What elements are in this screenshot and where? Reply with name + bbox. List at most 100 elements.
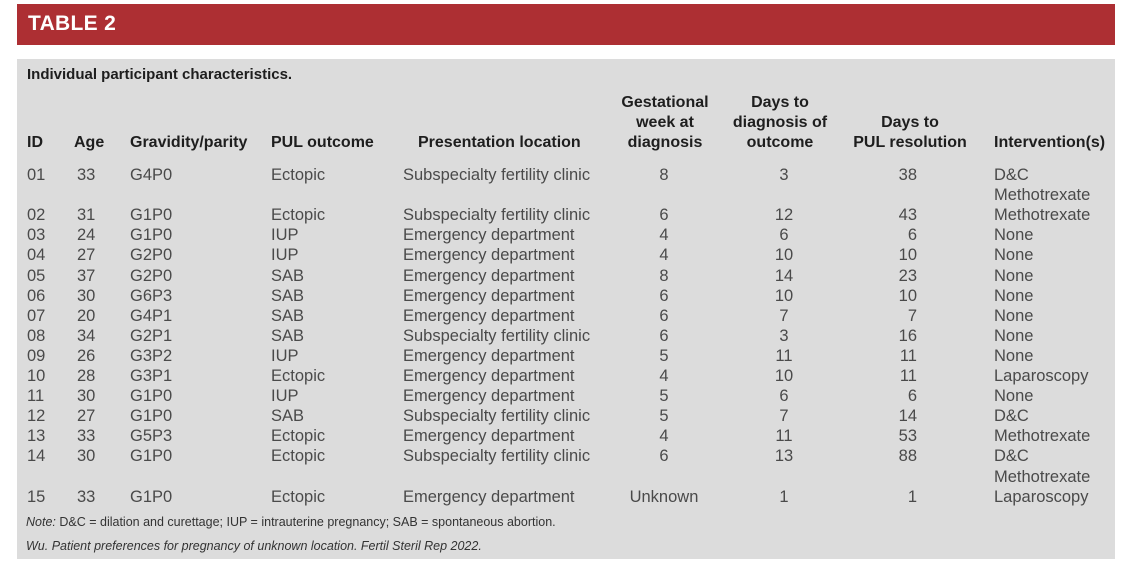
cell-location: Subspecialty fertility clinic: [403, 407, 591, 426]
cell-days-res: 23: [898, 266, 917, 285]
cell-days-dx: 10: [774, 367, 794, 385]
cell-gest: 6: [659, 447, 669, 466]
cell-gp: G3P1: [130, 367, 173, 385]
table-panel: Individual participant characteristics. …: [17, 59, 1115, 559]
cell-age: 20: [77, 306, 96, 325]
cell-age: 31: [77, 206, 96, 225]
cell-gp: G6P3: [130, 286, 173, 305]
cell-age: 37: [77, 266, 96, 285]
cell-outcome: Ectopic: [271, 367, 326, 385]
cell-gest: 8: [659, 166, 669, 184]
cell-location: Emergency department: [403, 346, 575, 365]
cell-location: Emergency department: [403, 427, 575, 446]
cell-gp: G2P1: [130, 326, 173, 345]
cell-gp: G1P0: [130, 206, 173, 225]
cell-age: 28: [77, 367, 96, 385]
cell-intervention: None: [994, 387, 1034, 406]
cell-intervention: None: [994, 306, 1034, 325]
cell-location: Emergency department: [403, 266, 575, 285]
cell-gest: 4: [659, 427, 669, 446]
cell-days-dx: 14: [774, 266, 794, 285]
cell-age: 24: [77, 226, 96, 245]
cell-intervention: Methotrexate: [994, 427, 1091, 446]
cell-days-res: 6: [907, 387, 917, 406]
cell-outcome: Ectopic: [271, 487, 326, 506]
header-gest-line1: Gestational: [621, 94, 709, 111]
cell-gp: G4P0: [130, 166, 173, 184]
cell-intervention: D&C: [994, 447, 1029, 466]
cell-days-dx: 7: [779, 306, 789, 325]
cell-id: 11: [27, 387, 45, 406]
cell-id: 05: [27, 266, 46, 285]
cell-outcome: IUP: [271, 346, 299, 365]
cell-gp: G1P0: [130, 226, 173, 245]
cell-gp: G1P0: [130, 407, 173, 426]
cell-days-dx: 6: [779, 226, 789, 245]
header-daysdx-line3: outcome: [746, 134, 814, 151]
cell-age: 33: [77, 166, 96, 184]
cell-outcome: SAB: [271, 326, 305, 345]
cell-days-res: 10: [898, 246, 917, 265]
cell-outcome: SAB: [271, 306, 305, 325]
cell-gest: 4: [659, 226, 669, 245]
cell-gest: 6: [659, 286, 669, 305]
cell-intervention: None: [994, 346, 1034, 365]
cell-days-dx: 11: [775, 427, 793, 446]
cell-outcome: IUP: [271, 246, 299, 265]
header-daysres-line2: PUL resolution: [853, 134, 967, 151]
cell-days-dx: 12: [774, 206, 794, 225]
cell-intervention: Laparoscopy: [994, 487, 1089, 506]
cell-location: Emergency department: [403, 246, 575, 265]
cell-outcome: IUP: [271, 226, 299, 245]
cell-outcome: Ectopic: [271, 427, 326, 446]
cell-age: 26: [77, 346, 96, 365]
note-label: Note:: [26, 515, 56, 529]
cell-outcome: Ectopic: [271, 206, 326, 225]
header-outcome: PUL outcome: [271, 134, 374, 151]
cell-days-dx: 11: [775, 346, 793, 365]
cell-id: 04: [27, 246, 46, 265]
cell-location: Subspecialty fertility clinic: [403, 206, 591, 225]
cell-gest: 5: [659, 346, 669, 365]
cell-outcome: Ectopic: [271, 166, 326, 184]
cell-days-dx: 10: [774, 246, 794, 265]
cell-id: 14: [27, 447, 46, 466]
cell-days-dx: 3: [779, 326, 789, 345]
cell-gp: G3P2: [130, 346, 173, 365]
cell-days-res: 11: [899, 367, 917, 385]
cell-id: 13: [27, 427, 46, 446]
cell-gest: Unknown: [629, 487, 699, 506]
cell-outcome: SAB: [271, 266, 305, 285]
cell-location: Emergency department: [403, 487, 575, 506]
cell-id: 08: [27, 326, 46, 345]
cell-gp: G1P0: [130, 387, 173, 406]
cell-location: Emergency department: [403, 226, 575, 245]
cell-age: 33: [77, 487, 96, 506]
cell-id: 01: [27, 166, 46, 184]
cell-days-dx: 7: [779, 407, 789, 426]
cell-gest: 4: [659, 367, 669, 385]
cell-gp: G2P0: [130, 266, 173, 285]
cell-intervention: None: [994, 226, 1034, 245]
cell-intervention: Methotrexate: [994, 206, 1091, 225]
cell-location: Subspecialty fertility clinic: [403, 326, 591, 345]
cell-gp: G2P0: [130, 246, 173, 265]
cell-intervention: None: [994, 286, 1034, 305]
cell-outcome: SAB: [271, 407, 305, 426]
cell-id: 07: [27, 306, 46, 325]
cell-gest: 6: [659, 306, 669, 325]
header-age: Age: [74, 134, 105, 151]
cell-days-dx: 10: [774, 286, 794, 305]
cell-age: 30: [77, 286, 96, 305]
cell-intervention: None: [994, 326, 1034, 345]
table-header-bar: TABLE 2: [17, 4, 1115, 45]
header-gest-line3: diagnosis: [627, 134, 703, 151]
cell-location: Emergency department: [403, 286, 575, 305]
header-gest-line2: week at: [636, 114, 694, 131]
table-label: TABLE 2: [28, 12, 117, 35]
cell-days-res: 14: [898, 407, 917, 426]
cell-intervention: D&C: [994, 407, 1029, 426]
header-days-diagnosis: Days to diagnosis of outcome: [720, 93, 840, 153]
cell-age: 34: [77, 326, 96, 345]
cell-intervention: Laparoscopy: [994, 367, 1089, 385]
